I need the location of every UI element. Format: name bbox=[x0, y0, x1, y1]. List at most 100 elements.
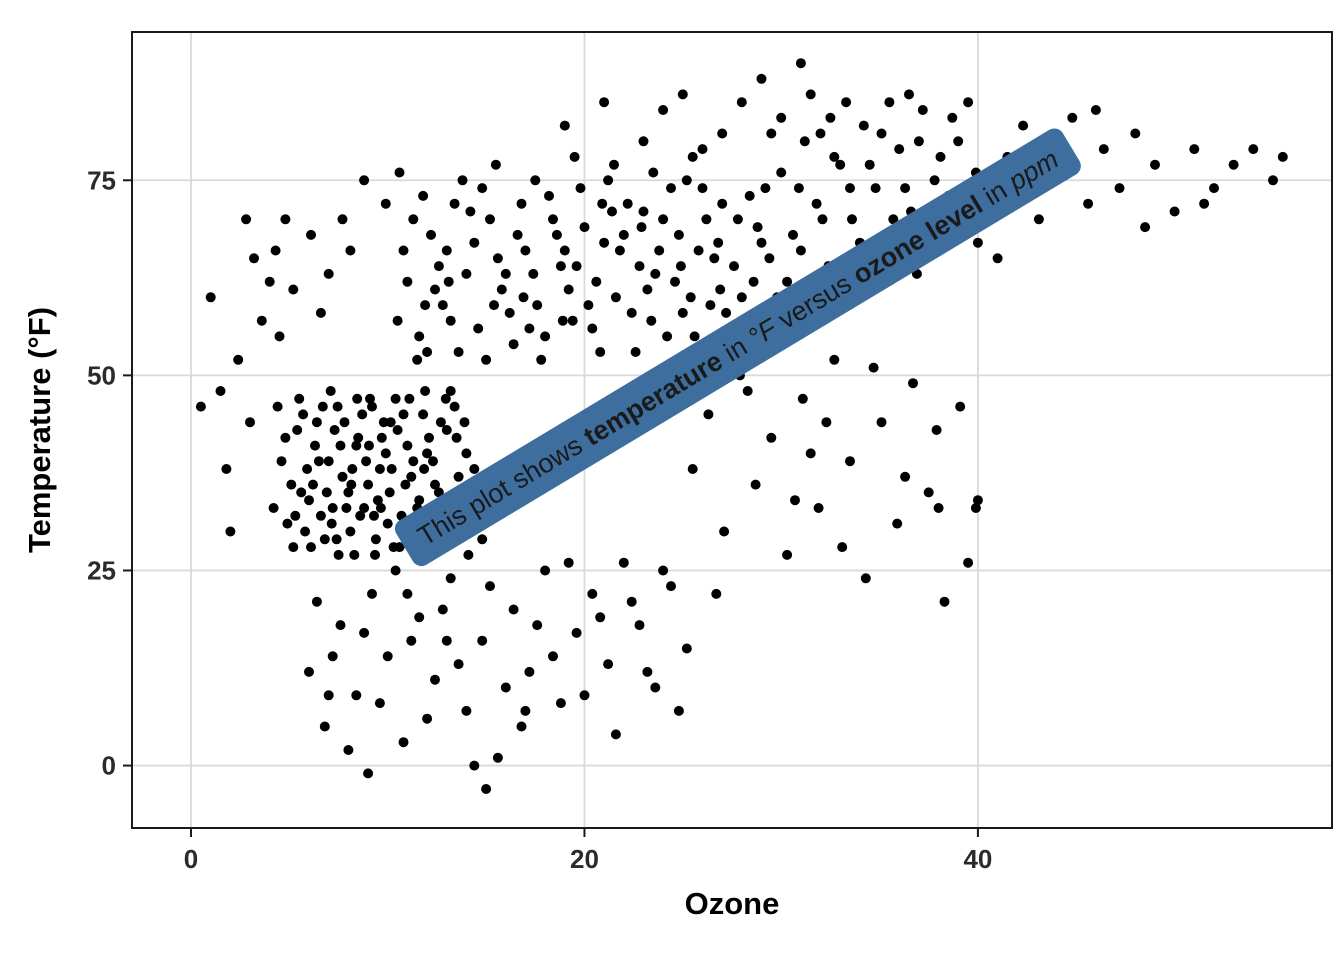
data-point bbox=[923, 487, 934, 498]
data-point bbox=[426, 229, 436, 240]
data-point bbox=[825, 112, 836, 123]
data-point bbox=[481, 784, 492, 794]
data-point bbox=[868, 362, 879, 373]
data-point bbox=[375, 503, 386, 513]
data-point bbox=[1083, 198, 1094, 209]
y-axis-title: Temperature (°F) bbox=[22, 307, 57, 553]
data-point bbox=[858, 120, 869, 131]
data-point bbox=[346, 479, 357, 490]
data-point bbox=[280, 214, 291, 225]
data-point bbox=[406, 471, 417, 482]
data-point bbox=[673, 705, 684, 716]
data-point bbox=[315, 510, 326, 521]
data-point bbox=[579, 690, 590, 701]
data-point bbox=[414, 612, 425, 623]
data-point bbox=[563, 284, 574, 295]
data-point bbox=[1268, 175, 1278, 186]
data-point bbox=[544, 190, 554, 201]
data-point bbox=[363, 479, 374, 490]
data-point bbox=[463, 549, 474, 560]
data-point bbox=[799, 136, 810, 147]
data-point bbox=[555, 698, 566, 709]
data-point bbox=[264, 276, 275, 287]
data-point bbox=[579, 222, 590, 233]
data-point bbox=[548, 651, 558, 662]
data-point bbox=[666, 581, 676, 592]
data-point bbox=[845, 456, 855, 467]
data-point bbox=[453, 347, 464, 357]
data-point bbox=[221, 464, 232, 474]
data-point bbox=[646, 315, 657, 326]
data-point bbox=[512, 229, 523, 240]
data-point bbox=[215, 386, 226, 396]
data-point bbox=[532, 620, 543, 631]
data-point bbox=[607, 206, 617, 217]
data-point bbox=[361, 456, 372, 467]
data-point bbox=[319, 721, 330, 732]
data-point bbox=[622, 198, 633, 209]
data-point bbox=[337, 471, 348, 482]
data-point bbox=[790, 495, 800, 506]
data-point bbox=[390, 393, 401, 404]
panel-layer bbox=[131, 31, 1333, 829]
data-point bbox=[811, 198, 822, 209]
data-point bbox=[288, 284, 299, 295]
chart-panel bbox=[132, 32, 1332, 828]
data-point bbox=[567, 315, 578, 326]
data-point bbox=[386, 464, 397, 474]
data-point bbox=[333, 549, 344, 560]
data-point bbox=[766, 128, 777, 139]
data-point bbox=[343, 487, 354, 498]
data-point bbox=[536, 354, 547, 365]
data-point bbox=[673, 229, 684, 240]
data-point bbox=[648, 167, 659, 178]
data-point bbox=[477, 635, 488, 646]
panel-border bbox=[131, 31, 1333, 829]
data-point bbox=[587, 588, 598, 599]
data-point bbox=[845, 183, 855, 194]
data-point bbox=[492, 253, 503, 264]
data-point bbox=[518, 292, 529, 303]
data-point bbox=[459, 417, 470, 428]
data-point bbox=[1248, 144, 1259, 155]
data-point bbox=[626, 596, 637, 607]
data-point bbox=[469, 464, 480, 474]
data-point bbox=[609, 159, 619, 170]
data-point bbox=[697, 144, 708, 155]
data-point bbox=[766, 432, 777, 443]
data-point bbox=[485, 581, 495, 592]
data-point bbox=[972, 495, 983, 506]
data-point bbox=[331, 534, 342, 545]
data-point bbox=[329, 425, 340, 435]
data-point bbox=[339, 417, 350, 428]
data-point bbox=[524, 323, 535, 334]
data-point bbox=[939, 596, 950, 607]
data-point bbox=[618, 557, 629, 568]
data-point bbox=[272, 401, 283, 412]
data-point bbox=[392, 315, 403, 326]
data-point bbox=[972, 237, 983, 248]
data-point bbox=[408, 456, 419, 467]
data-point bbox=[313, 456, 324, 467]
data-point bbox=[742, 386, 753, 396]
data-point bbox=[370, 534, 381, 545]
data-point bbox=[642, 284, 653, 295]
data-point bbox=[805, 89, 816, 100]
data-point bbox=[788, 229, 798, 240]
data-point bbox=[595, 347, 606, 357]
data-point bbox=[750, 479, 761, 490]
data-point bbox=[992, 253, 1003, 264]
data-point bbox=[917, 105, 928, 115]
data-point bbox=[445, 315, 456, 326]
data-point bbox=[321, 487, 332, 498]
data-point bbox=[461, 705, 472, 716]
data-point bbox=[418, 409, 429, 420]
data-point bbox=[249, 253, 259, 264]
data-point bbox=[528, 268, 539, 279]
data-point bbox=[445, 573, 456, 584]
data-point bbox=[569, 151, 580, 162]
data-point bbox=[636, 222, 647, 233]
data-point bbox=[400, 479, 411, 490]
data-point bbox=[335, 440, 346, 451]
data-point bbox=[355, 510, 366, 521]
